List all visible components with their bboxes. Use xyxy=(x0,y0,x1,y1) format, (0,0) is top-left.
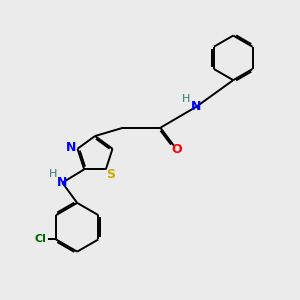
Text: H: H xyxy=(182,94,191,103)
Text: O: O xyxy=(171,142,182,156)
Text: H: H xyxy=(49,169,57,179)
Text: N: N xyxy=(57,176,68,189)
Text: N: N xyxy=(66,141,76,154)
Text: Cl: Cl xyxy=(35,235,46,244)
Text: N: N xyxy=(191,100,201,113)
Text: S: S xyxy=(106,168,115,181)
